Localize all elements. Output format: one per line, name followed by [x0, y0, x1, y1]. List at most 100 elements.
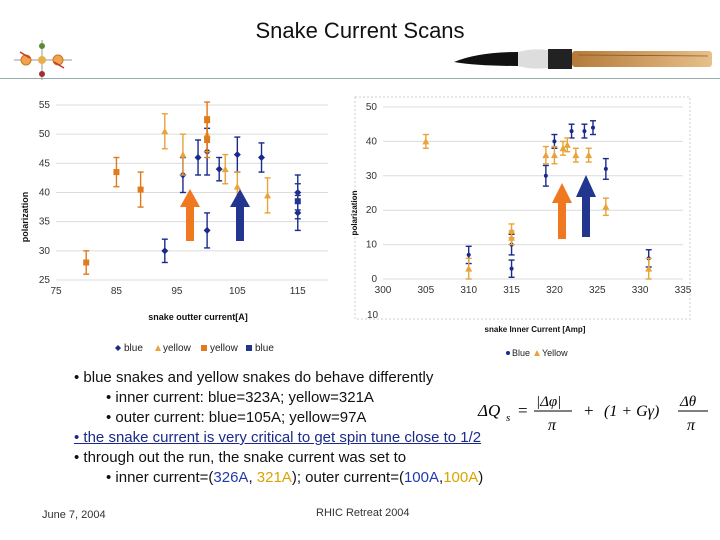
data-point-triangle: [179, 133, 187, 176]
x-tick-label: 85: [111, 286, 123, 297]
right-chart-legend: Blue Yellow: [506, 348, 568, 358]
footer-event: RHIC Retreat 2004: [316, 507, 410, 519]
blue-arrow-icon-right: [576, 175, 596, 237]
y-tick-label: 10: [366, 240, 378, 251]
x-tick-label: 325: [589, 285, 606, 296]
data-point-dot: [602, 157, 609, 180]
outer-current-scan-chart: 25 30 35 40 45 50 55 75 85 95 105 115 snake outter…: [20, 100, 328, 354]
formula-plus: +: [584, 401, 594, 420]
legend-yellow-triangle-icon: [155, 345, 161, 351]
y-tick-label: 50: [39, 129, 51, 140]
data-point-triangle: [572, 147, 580, 163]
x-tick-label: 315: [503, 285, 520, 296]
data-point-triangle: [602, 197, 610, 217]
data-point-triangle: [542, 145, 550, 165]
right-chart-ylabel: polarization: [350, 190, 359, 235]
legend-label-blue: Blue: [512, 348, 530, 358]
footer-date: June 7, 2004: [42, 509, 106, 521]
x-tick-label: 330: [632, 285, 649, 296]
left-chart-grid: [56, 104, 328, 281]
y-tick-label: 50: [366, 102, 378, 113]
bullet-3a-prefix: • inner current=(: [106, 469, 214, 486]
left-chart-ylabel: polarization: [20, 192, 30, 243]
x-tick-label: 320: [546, 285, 563, 296]
x-tick-label: 305: [418, 285, 435, 296]
data-point-diamond: [233, 136, 241, 173]
legend-blue-dot-icon: [506, 351, 510, 355]
x-tick-label: 105: [229, 286, 246, 297]
bullet-3: • through out the run, the snake current…: [74, 449, 407, 466]
legend-label-blue-1: blue: [124, 343, 143, 354]
x-tick-label: 75: [50, 286, 62, 297]
legend-label-yellow-1: yellow: [163, 343, 192, 354]
formula-eq: =: [518, 401, 528, 420]
legend-blue-diamond-icon: [115, 345, 121, 351]
left-chart-xlabel: snake outter current[A]: [148, 312, 248, 322]
data-point-diamond: [258, 142, 266, 173]
y-tick-label: 35: [39, 217, 51, 228]
data-point-triangle: [550, 145, 558, 165]
orange-arrow-icon: [180, 189, 200, 241]
y-tick-label: 40: [39, 188, 51, 199]
legend-yellow-square-icon: [201, 345, 207, 351]
left-chart-legend: blue yellow yellow blue: [115, 343, 274, 354]
blue-arrow-icon: [230, 189, 250, 241]
data-point-dot: [568, 123, 575, 139]
data-point-triangle: [563, 137, 571, 153]
data-point-square: [113, 156, 120, 188]
data-point-triangle: [264, 177, 272, 214]
formula-den1: π: [548, 417, 557, 434]
data-point-square: [204, 121, 211, 159]
data-point-diamond: [203, 212, 211, 249]
orange-arrow-icon-right: [552, 183, 572, 239]
x-tick-label: 335: [675, 285, 692, 296]
right-chart-xlabel: snake Inner Current [Amp]: [485, 325, 586, 334]
bullet-3a-end: ): [478, 469, 484, 486]
right-chart-grid: [383, 106, 683, 280]
y-tick-label: 20: [366, 205, 378, 216]
y-tick-label: 40: [366, 136, 378, 147]
y-tick-label: 55: [39, 100, 51, 111]
legend-label-yellow: Yellow: [542, 348, 568, 358]
bullet-3a-sep: ,: [248, 469, 257, 486]
data-point-triangle: [645, 257, 653, 280]
y-tick-label: 45: [39, 158, 51, 169]
data-point-diamond: [161, 238, 169, 264]
spin-tune-formula: ΔQ s = |Δφ| π + (1 + Gγ) Δθ π: [477, 394, 708, 434]
slide-title: Snake Current Scans: [255, 18, 465, 43]
bullet-list: • blue snakes and yellow snakes do behav…: [74, 368, 594, 488]
left-chart-marks: [83, 101, 302, 275]
x-tick-label: 95: [171, 286, 183, 297]
right-chart-extra-ytick: 10: [367, 310, 379, 321]
rhic-logo-icon: [14, 40, 72, 80]
y-tick-label: 25: [39, 275, 51, 286]
data-point-diamond: [215, 156, 223, 182]
legend-label-blue-2: blue: [255, 343, 274, 354]
bullet-1b: • outer current: blue=105A; yellow=97A: [106, 409, 367, 426]
bullet-1: • blue snakes and yellow snakes do behav…: [74, 369, 434, 386]
outer-current-yellow: 100A: [443, 469, 479, 486]
y-tick-label: 30: [39, 246, 51, 257]
data-point-triangle: [585, 147, 593, 163]
left-chart-x-ticks: 75 85 95 105 115: [50, 286, 306, 297]
calligraphy-brush-icon: [454, 49, 712, 69]
bullet-2: • the snake current is very critical to …: [74, 429, 482, 446]
formula-lhs-sub: s: [506, 412, 510, 424]
legend-label-yellow-2: yellow: [210, 343, 239, 354]
data-point-dot: [542, 164, 549, 187]
data-point-dot: [581, 123, 588, 139]
legend-blue-square-icon: [246, 345, 252, 351]
inner-current-blue: 326A: [213, 469, 249, 486]
x-tick-label: 310: [460, 285, 477, 296]
bullet-3a-mid: ); outer current=(: [291, 469, 404, 486]
data-point-square: [294, 183, 301, 220]
data-point-dot: [590, 120, 596, 136]
formula-mid: (1 + Gγ): [604, 403, 659, 420]
inner-current-yellow: 321A: [256, 469, 292, 486]
data-point-square: [137, 171, 144, 208]
y-tick-label: 30: [366, 171, 378, 182]
data-point-diamond: [194, 139, 202, 176]
data-point-triangle: [161, 113, 169, 150]
right-chart-frame: [354, 96, 691, 320]
